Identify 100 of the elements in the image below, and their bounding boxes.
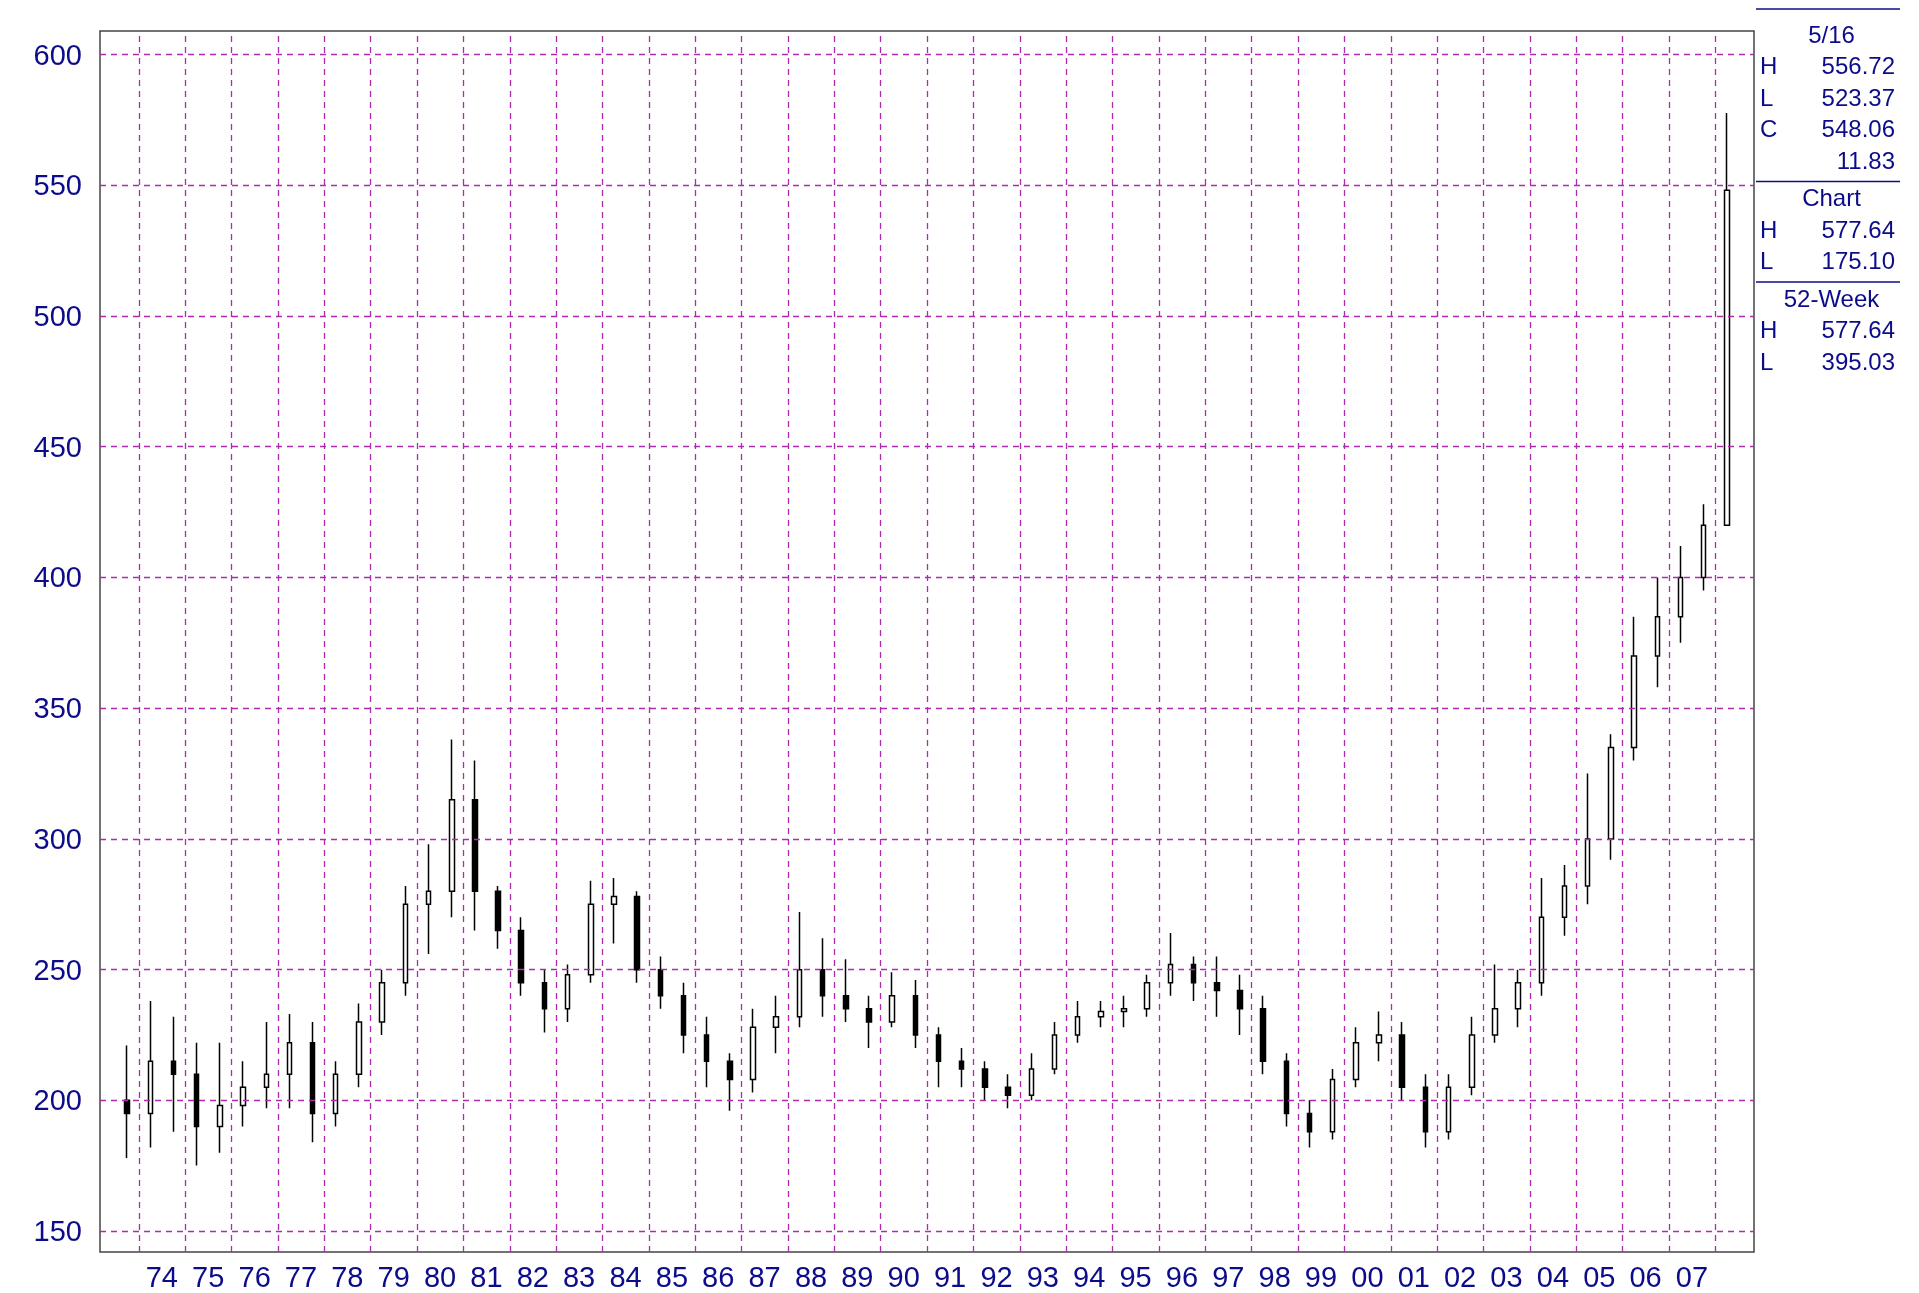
x-tick-label: 07 bbox=[1675, 1260, 1709, 1293]
text: 11.83 bbox=[1836, 146, 1895, 174]
text: L 175.10 bbox=[1760, 247, 1895, 274]
candlestick bbox=[378, 968, 386, 1036]
y-tick-label: 450 bbox=[33, 430, 82, 463]
candlestick bbox=[1190, 955, 1197, 1002]
candlestick bbox=[332, 1060, 339, 1128]
candlestick bbox=[517, 916, 525, 997]
candlestick bbox=[1329, 1068, 1336, 1141]
candlestick bbox=[1607, 733, 1615, 861]
candlestick bbox=[819, 937, 826, 1018]
x-tick-label: 91 bbox=[933, 1260, 967, 1293]
candlestick bbox=[1491, 963, 1499, 1044]
candlestick bbox=[1143, 974, 1151, 1018]
text: H 577.64 bbox=[1760, 316, 1895, 343]
x-tick-label: 90 bbox=[887, 1260, 920, 1293]
candlestick bbox=[1375, 1010, 1383, 1062]
y-tick-label: 600 bbox=[33, 38, 82, 71]
candlestick bbox=[796, 911, 803, 1028]
candlestick bbox=[425, 843, 432, 955]
candlestick bbox=[1654, 576, 1661, 688]
y-tick-label: 550 bbox=[33, 169, 82, 202]
x-tick-label: 81 bbox=[470, 1260, 503, 1293]
candlestick bbox=[1051, 1021, 1058, 1075]
candlestick bbox=[1630, 615, 1638, 762]
candlestick bbox=[981, 1060, 989, 1102]
candlestick bbox=[610, 877, 618, 945]
y-tick-label: 500 bbox=[33, 299, 82, 332]
candlestick bbox=[703, 1015, 710, 1089]
candlestick bbox=[1213, 955, 1221, 1018]
candlestick bbox=[1538, 877, 1545, 997]
candlestick bbox=[1723, 112, 1731, 526]
candlestick bbox=[263, 1021, 270, 1109]
candlestick bbox=[1236, 974, 1244, 1036]
candlestick bbox=[1514, 968, 1522, 1028]
candlestick bbox=[935, 1026, 942, 1089]
text: H 577.64 bbox=[1760, 215, 1895, 243]
x-tick-label: 85 bbox=[655, 1260, 689, 1293]
candlestick bbox=[402, 885, 409, 997]
candlestick bbox=[1074, 1000, 1081, 1044]
x-tick-label: 76 bbox=[238, 1260, 271, 1293]
candlestick bbox=[239, 1060, 247, 1128]
candlestick bbox=[123, 1044, 131, 1159]
x-tick-label: 92 bbox=[980, 1260, 1013, 1293]
candlestick bbox=[355, 1002, 363, 1089]
y-tick-label: 250 bbox=[33, 953, 82, 986]
x-tick-label: 83 bbox=[562, 1260, 596, 1293]
text: L 523.37 bbox=[1760, 83, 1895, 111]
x-tick-label: 99 bbox=[1304, 1260, 1338, 1293]
candlestick bbox=[912, 979, 919, 1049]
candlestick bbox=[1097, 1000, 1105, 1028]
x-tick-label: 94 bbox=[1073, 1260, 1106, 1293]
candlestick bbox=[193, 1042, 200, 1167]
candlestick bbox=[1700, 503, 1707, 592]
x-tick-label: 79 bbox=[377, 1260, 410, 1293]
x-tick-label: 98 bbox=[1258, 1260, 1291, 1293]
x-tick-label: 80 bbox=[423, 1260, 457, 1293]
candlestick bbox=[772, 995, 780, 1055]
text: Chart bbox=[1802, 184, 1862, 211]
candlestick bbox=[1584, 772, 1591, 906]
candlestick bbox=[1398, 1021, 1406, 1102]
y-tick-label: 200 bbox=[33, 1084, 82, 1117]
candlestick bbox=[680, 981, 687, 1055]
candlestick bbox=[1259, 995, 1267, 1075]
candlestick bbox=[1167, 932, 1174, 997]
text: H 556.72 bbox=[1760, 52, 1895, 79]
x-tick-label: 78 bbox=[331, 1260, 364, 1293]
candlestick bbox=[1004, 1073, 1012, 1109]
x-tick-label: 86 bbox=[702, 1260, 735, 1293]
x-tick-label: 87 bbox=[748, 1260, 781, 1293]
x-tick-label: 03 bbox=[1490, 1260, 1523, 1293]
x-tick-label: 84 bbox=[609, 1260, 642, 1293]
y-tick-label: 150 bbox=[33, 1215, 82, 1248]
x-tick-label: 01 bbox=[1397, 1260, 1430, 1293]
candlestick bbox=[170, 1015, 177, 1133]
x-tick-label: 82 bbox=[516, 1260, 549, 1293]
x-tick-label: 97 bbox=[1212, 1260, 1245, 1293]
candlestick bbox=[749, 1008, 757, 1094]
candlestick bbox=[541, 968, 548, 1034]
candlestick bbox=[147, 1000, 154, 1149]
x-tick-label: 04 bbox=[1536, 1260, 1570, 1293]
candlestick bbox=[1445, 1073, 1452, 1141]
x-tick-label: 06 bbox=[1629, 1260, 1662, 1293]
candlestick bbox=[1120, 995, 1128, 1028]
candlestick bbox=[633, 890, 641, 984]
text: 5/16 bbox=[1808, 20, 1855, 48]
candlestick bbox=[888, 971, 896, 1028]
x-tick-label: 05 bbox=[1583, 1260, 1616, 1293]
candlestick bbox=[471, 759, 479, 932]
x-tick-label: 89 bbox=[841, 1260, 874, 1293]
candlestick bbox=[865, 995, 873, 1049]
y-tick-label: 350 bbox=[33, 692, 82, 725]
candlestick bbox=[564, 963, 571, 1023]
candlestick bbox=[1468, 1015, 1476, 1096]
x-tick-label: 02 bbox=[1443, 1260, 1477, 1293]
x-tick-label: 77 bbox=[284, 1260, 318, 1293]
candlestick bbox=[448, 738, 456, 919]
x-tick-label: 00 bbox=[1351, 1260, 1384, 1293]
y-tick-label: 300 bbox=[33, 822, 82, 855]
candlestick bbox=[1028, 1052, 1035, 1102]
